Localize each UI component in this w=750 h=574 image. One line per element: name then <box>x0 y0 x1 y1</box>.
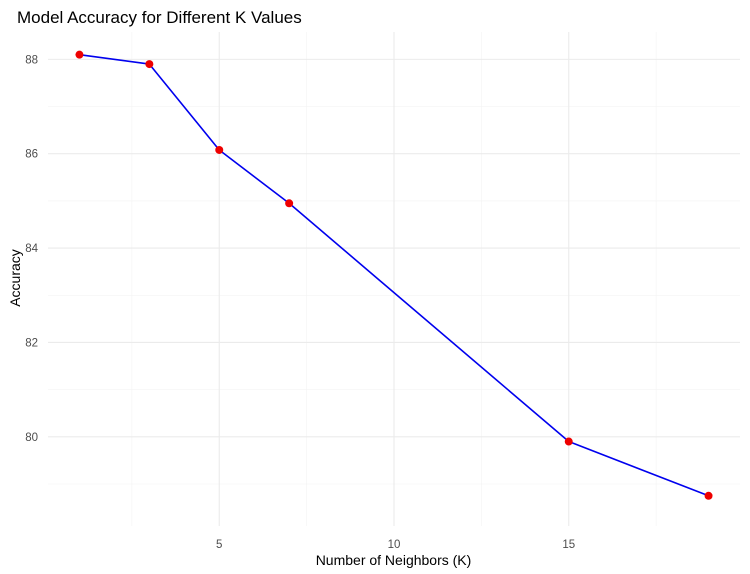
x-axis-title: Number of Neighbors (K) <box>316 552 472 568</box>
y-axis-title: Accuracy <box>7 249 23 307</box>
y-tick-label: 80 <box>25 432 38 444</box>
series-line <box>78 53 710 497</box>
data-line-layer <box>78 53 710 497</box>
grid <box>48 32 740 526</box>
x-tick-label: 5 <box>216 539 222 551</box>
data-point <box>215 145 224 154</box>
y-tick-label: 84 <box>25 243 38 255</box>
chart-title: Model Accuracy for Different K Values <box>17 8 302 27</box>
data-point <box>704 491 713 500</box>
y-tick-label: 86 <box>25 149 38 161</box>
x-tick-label: 10 <box>388 539 401 551</box>
x-axis-ticks: 5 10 15 <box>216 539 575 551</box>
data-point <box>564 437 573 446</box>
data-point <box>145 60 154 69</box>
data-point <box>285 199 294 208</box>
y-tick-label: 88 <box>25 54 38 66</box>
data-point-layer <box>75 50 713 500</box>
x-tick-label: 15 <box>562 539 575 551</box>
data-point <box>75 50 84 59</box>
y-tick-label: 82 <box>25 337 38 349</box>
y-axis-ticks: 80 82 84 86 88 <box>25 54 38 443</box>
